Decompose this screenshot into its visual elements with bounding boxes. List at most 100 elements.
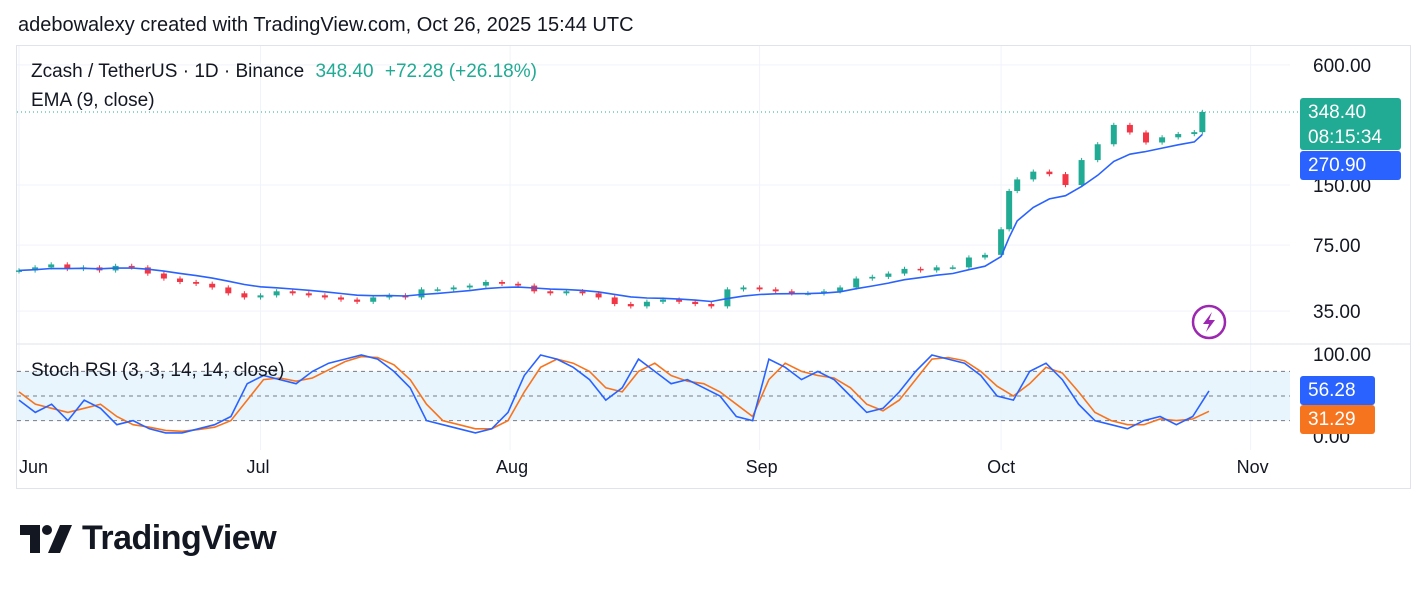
stoch-k-line xyxy=(18,354,1210,434)
candle-body xyxy=(1006,190,1013,230)
candle-body xyxy=(370,297,377,302)
candle-body xyxy=(982,254,988,258)
x-tick-label: Oct xyxy=(987,457,1015,477)
y-tick-label: 150.00 xyxy=(1313,176,1371,197)
ema-line xyxy=(18,133,1203,303)
candle-body xyxy=(418,289,425,298)
candle-body xyxy=(901,268,908,274)
stoch-rsi-legend: Stoch RSI (3, 3, 14, 14, close) xyxy=(31,360,285,381)
candle-body xyxy=(998,229,1005,255)
candle-body xyxy=(949,267,956,269)
candle-body xyxy=(1110,124,1117,145)
candle-body xyxy=(1126,124,1133,133)
candle-body xyxy=(450,287,457,290)
ema-legend: EMA (9, close) xyxy=(31,90,155,111)
candle-body xyxy=(965,257,972,268)
candle-body xyxy=(692,301,699,305)
candle-body xyxy=(1143,132,1149,143)
candle-body xyxy=(144,267,151,274)
candle-body xyxy=(305,293,312,296)
candle-body xyxy=(64,264,71,269)
candle-body xyxy=(676,299,683,302)
y-tick-label: 35.00 xyxy=(1313,302,1361,323)
x-tick-label: Nov xyxy=(1237,457,1269,477)
lightning-icon[interactable] xyxy=(1191,304,1227,340)
stoch-k-tag: 56.28 xyxy=(1300,376,1375,405)
x-tick-label: Jul xyxy=(247,457,270,477)
candle-body xyxy=(289,291,296,294)
ema-price-tag: 270.90 xyxy=(1300,151,1401,180)
candle-body xyxy=(917,268,924,271)
candle-body xyxy=(756,287,763,290)
x-tick-label: Jun xyxy=(19,457,48,477)
candle-body xyxy=(1175,134,1182,138)
candle-body xyxy=(708,304,715,307)
candle-body xyxy=(740,287,747,290)
candle-body xyxy=(1062,174,1069,185)
candle-body xyxy=(1078,160,1085,185)
candle-body xyxy=(869,276,876,279)
candle-body xyxy=(1159,137,1166,143)
x-tick-label: Aug xyxy=(496,457,528,477)
candle-body xyxy=(643,301,650,307)
candle-body xyxy=(515,283,522,286)
candle-body xyxy=(788,291,795,294)
tradingview-logo-icon xyxy=(20,524,72,553)
last-price-tag: 348.40 08:15:34 xyxy=(1300,98,1401,150)
legend-change: +72.28 (+26.18%) xyxy=(384,61,537,82)
rsi-tick-label: 100.00 xyxy=(1313,345,1371,366)
candle-body xyxy=(885,273,892,277)
bar-countdown: 08:15:34 xyxy=(1308,127,1382,148)
symbol-label: Zcash / TetherUS · 1D · Binance xyxy=(31,61,305,82)
candle-body xyxy=(1094,144,1101,161)
candle-body xyxy=(434,289,441,291)
candle-body xyxy=(772,289,779,292)
candlestick-series xyxy=(16,109,1206,309)
candle-body xyxy=(547,291,554,294)
candle-body xyxy=(563,291,570,294)
candle-body xyxy=(933,267,940,271)
candle-body xyxy=(853,278,860,288)
grid xyxy=(17,46,1290,450)
candle-body xyxy=(499,281,505,284)
candle-body xyxy=(1030,171,1037,180)
candle-body xyxy=(1191,132,1198,135)
candle-body xyxy=(321,295,328,298)
candle-body xyxy=(627,304,634,307)
symbol-legend: Zcash / TetherUS · 1D · Binance 348.40 +… xyxy=(31,61,537,83)
candle-body xyxy=(241,293,248,298)
candle-body xyxy=(579,291,586,294)
candle-body xyxy=(611,297,618,305)
snapshot-attribution: adebowalexy created with TradingView.com… xyxy=(18,14,634,36)
candle-body xyxy=(48,264,55,268)
candle-body xyxy=(225,287,232,294)
y-tick-label: 75.00 xyxy=(1313,236,1361,257)
legend-price: 348.40 xyxy=(315,61,374,82)
candle-body xyxy=(193,281,200,284)
candle-body xyxy=(273,291,280,296)
candle-body xyxy=(32,267,39,271)
candle-body xyxy=(1199,111,1206,133)
candle-body xyxy=(160,273,167,279)
candle-body xyxy=(209,283,216,288)
stoch-d-line xyxy=(18,355,1210,433)
candle-body xyxy=(338,297,344,300)
last-price-value: 348.40 xyxy=(1308,102,1367,123)
stoch-rsi-pane: 100.000.00 xyxy=(17,343,1411,448)
candle-body xyxy=(837,287,844,292)
tradingview-logo[interactable]: TradingView xyxy=(20,519,277,558)
x-tick-label: Sep xyxy=(746,457,778,477)
stoch-band xyxy=(17,371,1290,421)
y-tick-label: 600.00 xyxy=(1313,56,1371,77)
brand-name: TradingView xyxy=(82,519,277,557)
candle-body xyxy=(660,299,666,302)
candle-body xyxy=(128,265,135,268)
candle-body xyxy=(177,278,183,282)
candle-body xyxy=(1014,179,1021,191)
candle-body xyxy=(482,281,489,286)
stoch-d-tag: 31.29 xyxy=(1300,405,1375,434)
candle-body xyxy=(1046,171,1053,175)
candle-body xyxy=(257,295,264,298)
candle-body xyxy=(354,299,361,302)
